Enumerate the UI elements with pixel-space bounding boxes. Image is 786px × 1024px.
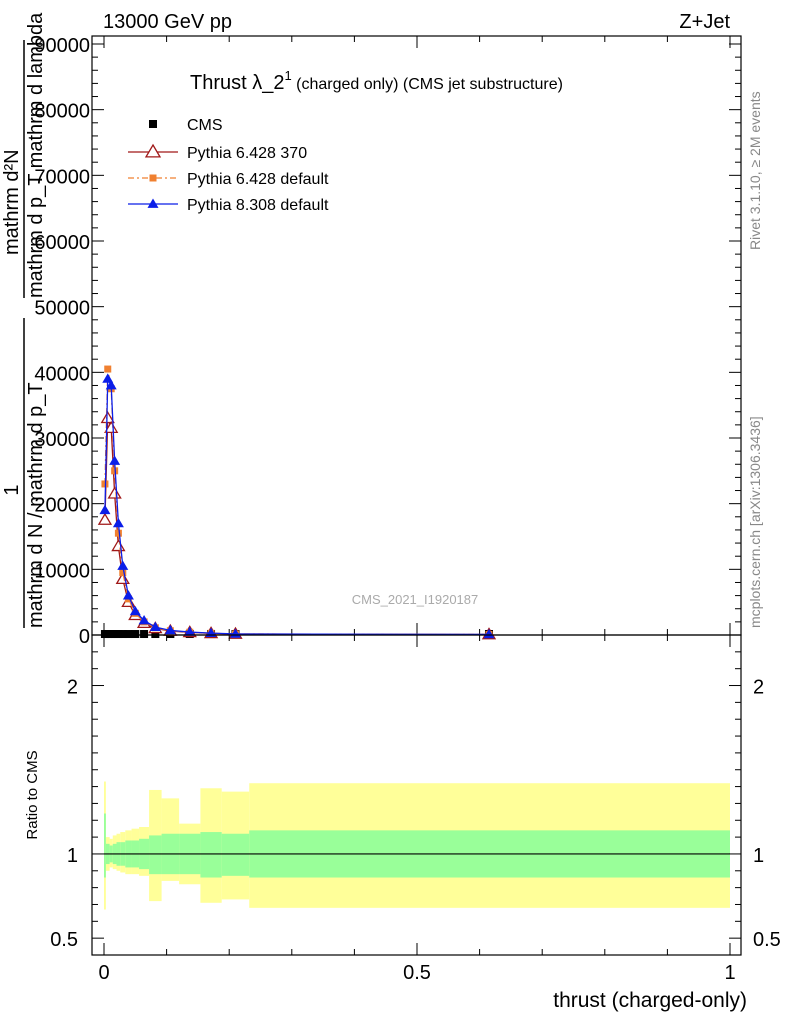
data-point: [140, 630, 149, 639]
data-point: [97, 512, 113, 525]
band-1-bin: [221, 833, 250, 876]
data-point: [138, 615, 150, 625]
y-tick-label: 90000: [34, 35, 90, 57]
header-right: Z+Jet: [679, 11, 730, 33]
data-point: [105, 379, 117, 390]
y-tick-label: 40000: [34, 363, 90, 385]
analysis-watermark: CMS_2021_I1920187: [352, 592, 479, 607]
ratio-y-tick-label-right: 2: [753, 677, 764, 699]
data-point: [104, 420, 119, 433]
data-point: [129, 605, 141, 616]
ratio-y-tick-label: 0.5: [50, 929, 78, 951]
band-1-bin: [149, 835, 162, 875]
data-point: [107, 486, 122, 499]
mcplots-url-text: mcplots.cern.ch [arXiv:1306.3436]: [747, 416, 763, 628]
x-tick-label: 0.5: [403, 962, 431, 984]
y-tick-label: 50000: [34, 298, 90, 320]
data-point: [483, 628, 495, 639]
band-1-bin: [200, 832, 222, 878]
header-left: 13000 GeV pp: [103, 11, 232, 33]
y-tick-label: 80000: [34, 101, 90, 123]
x-tick-label: 1: [724, 962, 735, 984]
legend-label: Pythia 8.308 default: [187, 197, 329, 214]
data-point: [122, 590, 134, 600]
data-point: [102, 373, 114, 383]
data-point: [104, 365, 112, 373]
y-label-dpt-dlambda: mathrm d p_T mathrm d lambda: [25, 12, 47, 298]
x-tick-label: 0: [98, 962, 109, 984]
y-tick-label: 0: [79, 626, 90, 648]
data-point: [117, 560, 129, 570]
plot-title-main: Thrust λ_2: [190, 72, 284, 94]
ratio-plot-marks: 0.5 0.5 1 1 2 2 0 0.5 1: [50, 634, 781, 984]
data-point: [100, 411, 115, 424]
data-point: [99, 504, 111, 515]
plot-title-superscript: 1: [284, 68, 291, 83]
legend-label: Pythia 6.428 default: [187, 171, 329, 188]
band-1-bin: [104, 813, 106, 878]
data-point: [164, 624, 176, 635]
y-tick-label: 30000: [34, 429, 90, 451]
data-point: [124, 630, 133, 639]
y-label-numerator: mathrm d²N: [1, 149, 23, 255]
data-point: [184, 626, 196, 636]
ratio-y-tick-label-right: 0.5: [753, 929, 781, 951]
data-point: [144, 143, 162, 158]
data-point: [114, 529, 122, 537]
data-point: [151, 630, 160, 639]
legend-label: CMS: [187, 117, 223, 134]
plot-title-rest: (charged only) (CMS jet substructure): [292, 76, 563, 93]
data-point: [131, 630, 140, 639]
data-point: [109, 455, 121, 465]
y-label-one: 1: [1, 484, 23, 495]
data-point: [114, 630, 123, 639]
rivet-version-text: Rivet 3.1.10, ≥ 2M events: [747, 91, 763, 250]
y-tick-label: 20000: [34, 495, 90, 517]
ratio-y-tick-label: 2: [67, 677, 78, 699]
ratio-y-tick-label: 1: [67, 845, 78, 867]
data-point: [112, 517, 124, 528]
y-tick-label: 70000: [34, 166, 90, 188]
plot-title: Thrust λ_21 (charged only) (CMS jet subs…: [190, 68, 563, 94]
data-point: [111, 539, 126, 552]
main-y-label: 1 mathrm d N / mathrm d p_T mathrm d²N m…: [1, 12, 47, 628]
legend: CMS Pythia 6.428 370 Pythia 6.428 default P…: [128, 117, 329, 214]
data-point: [149, 120, 157, 128]
data-point: [149, 174, 157, 182]
y-label-denominator: mathrm d N / mathrm d p_T: [25, 382, 47, 628]
x-axis-label: thrust (charged-only): [553, 989, 747, 1012]
y-tick-label: 60000: [34, 232, 90, 254]
ratio-y-tick-label-right: 1: [753, 845, 764, 867]
data-point: [147, 198, 159, 208]
y-tick-label: 10000: [34, 560, 90, 582]
data-point: [149, 621, 161, 631]
ratio-y-label: Ratio to CMS: [24, 750, 41, 839]
data-point: [118, 630, 127, 639]
main-plot-marks: 0 10000 20000 30000 40000 50000 60000 70000 8000…: [34, 35, 742, 648]
data-point: [119, 569, 127, 577]
series-3: [99, 373, 495, 639]
legend-label: Pythia 6.428 370: [187, 145, 307, 162]
